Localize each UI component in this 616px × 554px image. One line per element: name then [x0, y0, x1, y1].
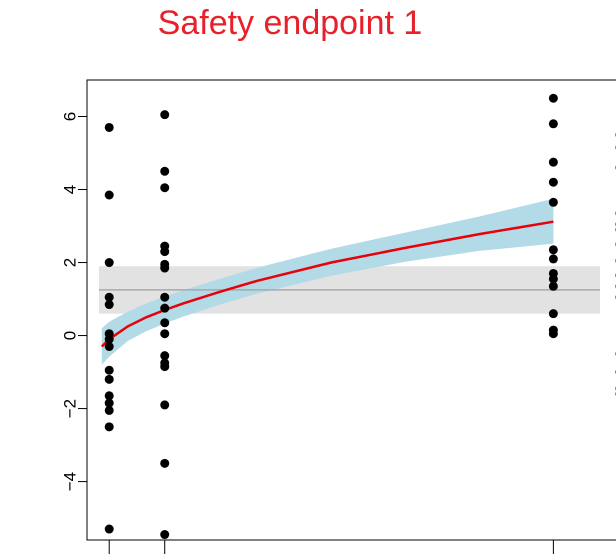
- data-point-g1-14: [104, 422, 114, 432]
- data-point-g1-2: [104, 190, 114, 200]
- plot-frame: [86, 79, 616, 541]
- data-point-g1-5: [104, 300, 114, 310]
- data-point-g3-3: [548, 157, 558, 167]
- data-point-g2-2: [160, 166, 170, 176]
- data-point-g3-5: [548, 197, 558, 207]
- data-point-g2-3: [160, 183, 170, 193]
- fit-curve: [100, 220, 554, 348]
- data-point-g1-9: [104, 365, 114, 375]
- data-point-g1-15: [104, 524, 114, 534]
- lines-layer: [99, 220, 600, 348]
- data-point-g3-10: [548, 281, 558, 291]
- data-point-g2-7: [160, 263, 170, 273]
- data-point-g3-7: [548, 254, 558, 264]
- data-point-g1-7: [104, 334, 114, 344]
- data-point-g1-1: [104, 122, 114, 132]
- data-point-g3-9: [548, 274, 558, 284]
- data-point-g3-2: [548, 119, 558, 129]
- data-point-g3-6: [548, 245, 558, 255]
- data-point-g1-4: [104, 292, 114, 302]
- data-point-g2-16: [160, 458, 170, 468]
- data-point-g2-14: [160, 362, 170, 372]
- y-tick-label-2: 2: [61, 258, 80, 267]
- data-point-g2-9: [160, 303, 170, 313]
- data-point-g2-10: [160, 318, 170, 328]
- data-point-g1-8: [104, 342, 114, 352]
- data-point-g1-13: [104, 405, 114, 415]
- data-point-g3-4: [548, 177, 558, 187]
- y-tick-label-5: −4: [61, 472, 80, 491]
- chart-title: Safety endpoint 1: [157, 4, 423, 42]
- data-point-g2-17: [160, 530, 170, 540]
- data-point-g3-13: [548, 329, 558, 339]
- axes-layer: 6 4 2 0 −2 −4: [61, 79, 616, 554]
- data-point-g3-1: [548, 93, 558, 103]
- data-point-g1-11: [104, 391, 114, 401]
- data-point-g2-1: [160, 110, 170, 120]
- data-point-g2-15: [160, 400, 170, 410]
- data-point-g1-10: [104, 374, 114, 384]
- data-point-g2-5: [160, 247, 170, 257]
- bands-layer: [99, 198, 600, 365]
- y-tick-label-3: 0: [61, 331, 80, 340]
- data-point-g2-12: [160, 351, 170, 361]
- y-tick-label-0: 6: [61, 112, 80, 121]
- y-tick-label-1: 4: [61, 185, 80, 194]
- data-point-g2-8: [160, 292, 170, 302]
- y-tick-label-4: −2: [61, 399, 80, 418]
- data-point-g2-11: [160, 329, 170, 339]
- data-point-g1-3: [104, 258, 114, 268]
- data-point-g1-12: [104, 398, 114, 408]
- data-point-g3-11: [548, 309, 558, 319]
- points-layer: [104, 93, 616, 540]
